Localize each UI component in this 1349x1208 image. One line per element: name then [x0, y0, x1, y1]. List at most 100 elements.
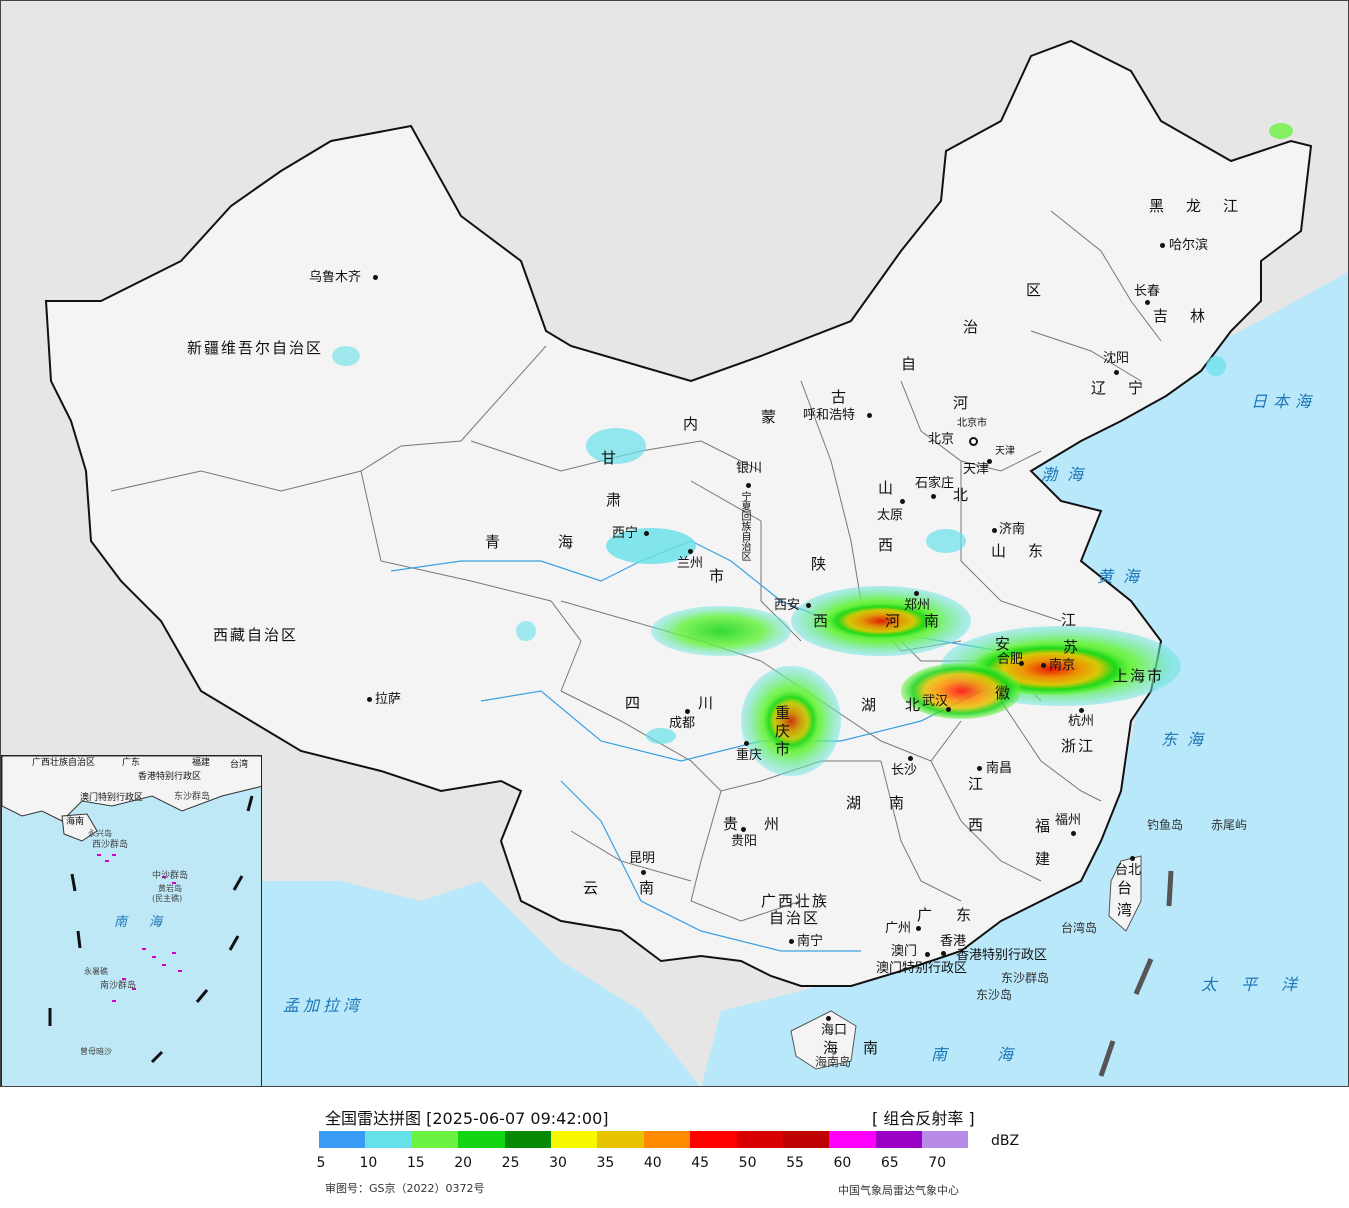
province-neimenggu-5: 治	[963, 318, 981, 336]
province-gansu-1: 甘	[601, 449, 619, 467]
color-scale	[319, 1131, 969, 1148]
province-neimenggu-1: 内	[683, 415, 701, 433]
island-chiwei: 赤尾屿	[1211, 818, 1248, 832]
province-yunnan-2: 南	[639, 879, 657, 897]
province-tianjin: 天津	[995, 446, 1015, 457]
province-beijing-city: 北京市	[957, 418, 987, 429]
legend-swatch	[643, 1131, 691, 1148]
legend-swatch	[319, 1131, 366, 1148]
city-dot	[744, 741, 749, 746]
inset-yongxing: 永兴岛	[88, 829, 112, 838]
city-changchun: 长春	[1134, 284, 1161, 299]
sea-bengal	[262, 881, 700, 1086]
city-lhasa: 拉萨	[375, 692, 402, 707]
city-chongqing: 重庆	[736, 748, 763, 763]
city-dot	[806, 603, 811, 608]
inset-dongsha: 东沙群岛	[174, 792, 211, 802]
city-kunming: 昆明	[629, 851, 656, 866]
inset-huangyan2: (民主礁)	[152, 894, 183, 903]
city-yinchuan: 银川	[736, 461, 763, 476]
province-jilin: 吉林	[1153, 307, 1228, 325]
city-guiyang: 贵阳	[731, 834, 758, 849]
legend-swatch	[829, 1131, 876, 1148]
inset-taiwan: 台湾	[230, 760, 249, 770]
radar-echoes	[332, 123, 1293, 776]
legend-tick-label: 10	[359, 1155, 378, 1171]
legend-tick-label: 60	[833, 1155, 852, 1171]
city-dot	[908, 756, 913, 761]
south-china-sea-inset: 广西壮族自治区 广东 福建 台湾 香港特别行政区 澳门特别行政区 东沙群岛 海南…	[1, 755, 262, 1086]
province-liaoning: 辽宁	[1091, 379, 1166, 397]
legend-tick-label: 30	[549, 1155, 567, 1171]
city-shijiazhuang: 石家庄	[915, 476, 955, 491]
inset-fujian: 福建	[192, 758, 211, 768]
city-xining: 西宁	[612, 526, 639, 541]
province-fujian-1: 福	[1035, 817, 1053, 835]
island-diaoyu: 钓鱼岛	[1147, 818, 1184, 832]
inset-hainan: 海南	[66, 817, 85, 827]
city-haikou: 海口	[821, 1023, 848, 1038]
legend-tick-label: 25	[501, 1155, 520, 1171]
city-hangzhou: 杭州	[1068, 714, 1095, 729]
island-hainan: 海南岛	[815, 1055, 852, 1069]
city-dot	[925, 952, 930, 957]
city-lanzhou: 兰州	[677, 556, 704, 571]
city-wuhan: 武汉	[922, 694, 949, 709]
city-dot	[826, 1016, 831, 1021]
legend-tick-label: 20	[454, 1155, 473, 1171]
legend-swatch	[875, 1131, 923, 1148]
city-dot	[1114, 370, 1119, 375]
city-hongkong: 香港	[940, 934, 967, 949]
city-nanjing: 南京	[1049, 658, 1076, 673]
sea-bohai: 渤海	[1041, 465, 1094, 484]
legend-tick-label: 45	[691, 1155, 710, 1171]
city-dot	[931, 494, 936, 499]
boundary-dashes	[1098, 870, 1174, 1077]
province-jiangxi-2: 西	[968, 816, 986, 834]
city-dot	[1160, 243, 1165, 248]
province-shanxi-1: 山	[878, 479, 896, 497]
city-guangzhou: 广州	[885, 921, 912, 936]
city-dot	[685, 709, 690, 714]
province-neimenggu-3: 古	[831, 388, 849, 406]
province-heilongjiang: 黑龙江	[1149, 197, 1261, 215]
island-dongsha: 东沙岛	[976, 988, 1013, 1002]
city-dot	[1145, 300, 1150, 305]
province-jiangsu-2: 苏	[1063, 638, 1081, 656]
city-dot	[1071, 831, 1076, 836]
province-shaanxi-2: 西	[813, 612, 831, 630]
legend-swatch	[690, 1131, 737, 1148]
province-sichuan-2: 川	[698, 694, 716, 712]
sea-mengjialawan: 孟加拉湾	[283, 996, 364, 1015]
inset-graphic	[2, 756, 261, 1064]
city-taibei: 台北	[1115, 863, 1142, 878]
province-shaanxi-1: 陕	[811, 555, 829, 573]
province-guangxi-2: 自治区	[769, 909, 821, 927]
map-graphic	[44, 39, 1348, 1086]
legend-tick-label: 70	[928, 1155, 947, 1171]
city-hohhot: 呼和浩特	[803, 408, 856, 423]
city-xian: 西安	[774, 598, 801, 613]
province-henan-2: 南	[924, 612, 942, 630]
inset-zhongsha: 中沙群岛	[152, 871, 189, 881]
province-taiwan-1: 台	[1117, 879, 1135, 897]
city-dot	[867, 413, 872, 418]
inset-macau: 澳门特别行政区	[80, 793, 144, 803]
radar-map[interactable]: 新疆维吾尔自治区 西藏自治区 青 海 甘 肃 市 内 蒙 古 自 治 区 黑龙江…	[0, 0, 1349, 1087]
province-neimenggu-2: 蒙	[761, 408, 779, 426]
province-hubei-2: 北	[905, 696, 923, 714]
province-hainan-2: 南	[863, 1039, 881, 1057]
legend-swatch	[550, 1131, 598, 1148]
city-dot	[977, 766, 982, 771]
province-guizhou-1: 贵	[723, 815, 741, 833]
sea-huanghai: 黄海	[1097, 567, 1150, 586]
inset-huangyan: 黄岩岛	[158, 884, 182, 893]
city-nanchang: 南昌	[986, 761, 1013, 776]
province-guizhou-2: 州	[764, 815, 782, 833]
inset-yongshu: 永暑礁	[84, 967, 108, 976]
city-dot	[900, 499, 905, 504]
legend-swatch	[411, 1131, 459, 1148]
legend-tick-label: 65	[880, 1155, 899, 1171]
city-dot	[946, 707, 951, 712]
province-hunan-2: 南	[889, 794, 907, 812]
